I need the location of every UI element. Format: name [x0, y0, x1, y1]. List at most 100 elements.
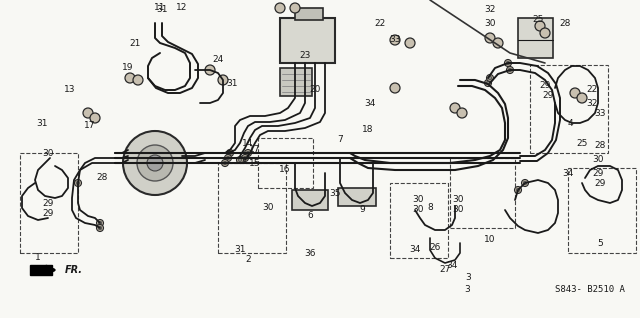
Circle shape [99, 226, 102, 230]
Circle shape [488, 76, 492, 80]
Text: 15: 15 [249, 158, 260, 168]
Text: 34: 34 [563, 169, 573, 177]
Circle shape [137, 145, 173, 181]
Circle shape [221, 160, 228, 167]
Bar [450, 158, 515, 228]
Circle shape [524, 181, 527, 185]
Text: 32: 32 [484, 5, 496, 15]
Text: 14: 14 [243, 139, 253, 148]
Text: 23: 23 [300, 52, 310, 60]
Text: 6: 6 [307, 211, 313, 219]
Bar [218, 163, 286, 253]
Circle shape [228, 151, 232, 155]
Text: 30: 30 [592, 156, 604, 164]
Text: 25: 25 [532, 16, 544, 24]
Circle shape [99, 221, 102, 225]
Text: 32: 32 [586, 99, 598, 107]
Circle shape [540, 28, 550, 38]
Circle shape [74, 179, 81, 186]
Text: S843- B2510 A: S843- B2510 A [555, 286, 625, 294]
Circle shape [225, 155, 232, 162]
Circle shape [83, 108, 93, 118]
Circle shape [484, 80, 492, 86]
Circle shape [76, 181, 80, 185]
Text: 30: 30 [452, 205, 464, 215]
Circle shape [504, 59, 511, 66]
Text: 19: 19 [122, 64, 134, 73]
Bar [280, 18, 335, 63]
Text: 33: 33 [389, 36, 401, 45]
Circle shape [238, 158, 242, 162]
Bar [292, 190, 328, 210]
Circle shape [570, 88, 580, 98]
Text: 11: 11 [154, 3, 166, 12]
Circle shape [577, 93, 587, 103]
Circle shape [244, 149, 252, 156]
Circle shape [506, 66, 513, 73]
Text: 30: 30 [42, 149, 54, 157]
Text: 31: 31 [36, 119, 48, 128]
Circle shape [486, 81, 490, 85]
Text: 8: 8 [427, 204, 433, 212]
Bar [258, 138, 313, 188]
Text: 5: 5 [597, 238, 603, 247]
Text: 28: 28 [559, 18, 571, 27]
Text: 27: 27 [439, 266, 451, 274]
Text: 29: 29 [42, 198, 54, 208]
Text: 34: 34 [446, 261, 458, 271]
Text: 16: 16 [279, 165, 291, 175]
Circle shape [227, 149, 234, 156]
Circle shape [515, 186, 522, 193]
Text: 12: 12 [176, 3, 188, 12]
Circle shape [123, 131, 187, 195]
Circle shape [275, 3, 285, 13]
Circle shape [205, 65, 215, 75]
Text: 30: 30 [412, 205, 424, 215]
Bar [280, 68, 312, 96]
Circle shape [390, 83, 400, 93]
Circle shape [457, 108, 467, 118]
Circle shape [486, 74, 493, 81]
Text: 17: 17 [249, 146, 260, 155]
Text: 29: 29 [592, 169, 604, 177]
Circle shape [246, 151, 250, 155]
Text: 30: 30 [452, 196, 464, 204]
Circle shape [450, 103, 460, 113]
Text: 13: 13 [64, 86, 76, 94]
Bar [518, 18, 553, 58]
Circle shape [522, 179, 529, 186]
Circle shape [290, 3, 300, 13]
Text: 22: 22 [374, 18, 386, 27]
Circle shape [237, 156, 243, 163]
Circle shape [90, 113, 100, 123]
Circle shape [97, 225, 104, 232]
Text: 30: 30 [484, 18, 496, 27]
Bar [390, 183, 448, 258]
Text: 31: 31 [227, 79, 237, 87]
Circle shape [223, 161, 227, 165]
Text: 3: 3 [465, 273, 471, 282]
Text: 33: 33 [595, 108, 605, 117]
Text: 22: 22 [586, 86, 598, 94]
Bar [568, 168, 636, 253]
Circle shape [241, 155, 248, 162]
Circle shape [133, 75, 143, 85]
Text: 24: 24 [212, 56, 223, 65]
Text: 30: 30 [412, 196, 424, 204]
Circle shape [535, 21, 545, 31]
Circle shape [218, 75, 228, 85]
Circle shape [485, 33, 495, 43]
Bar [530, 65, 608, 153]
Polygon shape [30, 265, 52, 275]
Text: 7: 7 [337, 135, 343, 144]
Text: 1: 1 [35, 253, 41, 262]
Text: 35: 35 [329, 189, 340, 197]
Text: 31: 31 [234, 245, 246, 254]
Text: 29: 29 [595, 178, 605, 188]
Circle shape [97, 219, 104, 226]
Circle shape [506, 61, 509, 65]
Text: 18: 18 [362, 126, 374, 135]
Text: 30: 30 [262, 204, 274, 212]
Circle shape [243, 156, 247, 160]
Bar [338, 188, 376, 206]
